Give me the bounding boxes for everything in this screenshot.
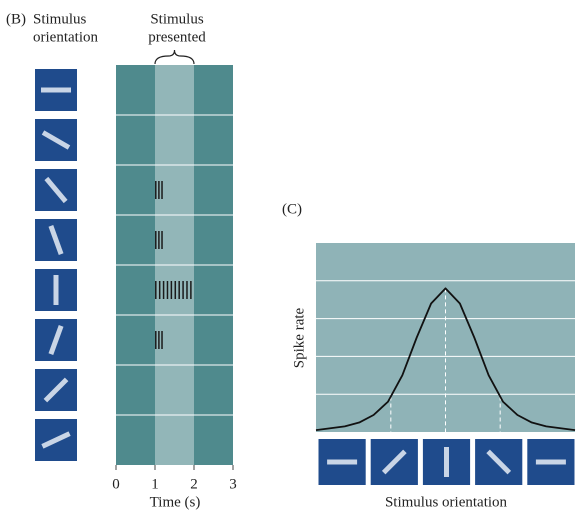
orientation-bar	[48, 225, 64, 255]
stimulus-brace	[154, 49, 195, 65]
x-axis-label: Stimulus orientation	[385, 494, 508, 510]
panel-label: (B)	[6, 11, 26, 27]
tuning-curve	[315, 287, 576, 432]
orientation-bar	[43, 377, 69, 403]
x-tick-label: 3	[229, 476, 237, 492]
orientation-bar	[44, 176, 68, 204]
stimulus-title: Stimulus	[150, 11, 204, 27]
row-title: Stimulus	[33, 11, 87, 27]
row-title: orientation	[33, 29, 98, 45]
orientation-bar	[381, 449, 407, 475]
orientation-bar	[41, 431, 71, 449]
panel-label: (C)	[282, 201, 302, 217]
x-tick-label: 1	[151, 476, 159, 492]
x-tick-label: 2	[190, 476, 198, 492]
y-axis-label: Spike rate	[291, 307, 307, 368]
x-tick-label: 0	[112, 476, 120, 492]
orientation-bar	[486, 449, 512, 475]
x-axis-label: Time (s)	[150, 494, 201, 510]
orientation-bar	[41, 130, 71, 150]
orientation-bar	[48, 325, 64, 355]
stimulus-title: presented	[148, 29, 206, 45]
